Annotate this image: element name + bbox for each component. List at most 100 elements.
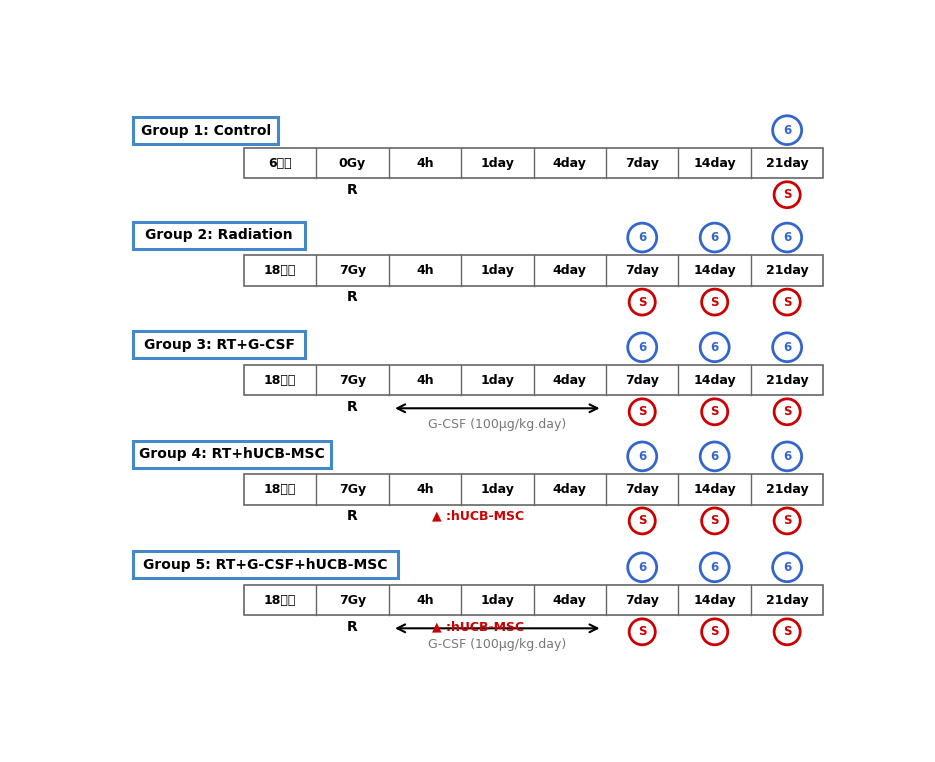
Text: R: R xyxy=(347,509,358,523)
Ellipse shape xyxy=(627,553,656,581)
Text: 4day: 4day xyxy=(553,594,586,607)
Text: 14day: 14day xyxy=(694,594,736,607)
Text: S: S xyxy=(638,626,646,639)
Text: S: S xyxy=(783,188,791,201)
Text: 6마리: 6마리 xyxy=(268,156,292,169)
Ellipse shape xyxy=(627,223,656,252)
Text: 14day: 14day xyxy=(694,483,736,496)
Text: 6: 6 xyxy=(783,231,791,244)
Text: 14day: 14day xyxy=(694,156,736,169)
Text: S: S xyxy=(783,296,791,309)
Ellipse shape xyxy=(701,289,727,315)
Ellipse shape xyxy=(772,333,801,362)
Ellipse shape xyxy=(627,442,656,471)
Ellipse shape xyxy=(700,553,729,581)
Ellipse shape xyxy=(700,223,729,252)
Text: 7Gy: 7Gy xyxy=(338,373,366,386)
Text: 0Gy: 0Gy xyxy=(338,156,366,169)
Text: 1day: 1day xyxy=(481,594,514,607)
Text: 18마리: 18마리 xyxy=(264,594,296,607)
Ellipse shape xyxy=(774,182,800,208)
Text: Group 5: RT+G-CSF+hUCB-MSC: Group 5: RT+G-CSF+hUCB-MSC xyxy=(143,558,388,572)
Ellipse shape xyxy=(629,399,655,424)
Text: 21day: 21day xyxy=(766,373,809,386)
Text: ▲ :hUCB-MSC: ▲ :hUCB-MSC xyxy=(432,510,525,523)
Text: 18마리: 18마리 xyxy=(264,483,296,496)
Text: 6: 6 xyxy=(783,450,791,463)
Text: 6: 6 xyxy=(711,561,719,574)
Ellipse shape xyxy=(629,619,655,645)
Text: S: S xyxy=(638,405,646,418)
Ellipse shape xyxy=(701,508,727,534)
Ellipse shape xyxy=(700,442,729,471)
Text: S: S xyxy=(711,296,719,309)
Text: Group 4: RT+hUCB-MSC: Group 4: RT+hUCB-MSC xyxy=(139,447,325,461)
Text: 7Gy: 7Gy xyxy=(338,264,366,277)
Ellipse shape xyxy=(629,289,655,315)
Ellipse shape xyxy=(701,619,727,645)
Text: 4day: 4day xyxy=(553,156,586,169)
Bar xyxy=(244,365,824,395)
Text: S: S xyxy=(783,626,791,639)
Text: R: R xyxy=(347,620,358,634)
Bar xyxy=(244,585,824,616)
Text: 6: 6 xyxy=(638,450,646,463)
Ellipse shape xyxy=(627,333,656,362)
Text: G-CSF (100μg/kg.day): G-CSF (100μg/kg.day) xyxy=(428,418,567,431)
Text: 21day: 21day xyxy=(766,483,809,496)
Ellipse shape xyxy=(772,442,801,471)
Text: 21day: 21day xyxy=(766,264,809,277)
Ellipse shape xyxy=(774,619,800,645)
Text: S: S xyxy=(783,514,791,527)
Ellipse shape xyxy=(774,289,800,315)
Text: 6: 6 xyxy=(711,450,719,463)
Bar xyxy=(244,148,824,178)
Text: 4h: 4h xyxy=(416,483,434,496)
Text: Group 1: Control: Group 1: Control xyxy=(140,123,271,138)
Text: 6: 6 xyxy=(638,231,646,244)
Text: 21day: 21day xyxy=(766,594,809,607)
Text: 4day: 4day xyxy=(553,483,586,496)
Text: 7Gy: 7Gy xyxy=(338,483,366,496)
Text: ▲ :hUCB-MSC: ▲ :hUCB-MSC xyxy=(432,620,525,634)
FancyBboxPatch shape xyxy=(133,440,331,468)
Text: R: R xyxy=(347,290,358,304)
Bar xyxy=(244,255,824,286)
Bar xyxy=(244,474,824,504)
Text: 7day: 7day xyxy=(626,156,659,169)
FancyBboxPatch shape xyxy=(133,331,306,358)
Text: 6: 6 xyxy=(711,231,719,244)
Text: S: S xyxy=(783,405,791,418)
Text: Group 3: RT+G-CSF: Group 3: RT+G-CSF xyxy=(144,338,295,352)
Ellipse shape xyxy=(700,333,729,362)
Text: S: S xyxy=(638,296,646,309)
Text: 6: 6 xyxy=(783,123,791,136)
Text: 21day: 21day xyxy=(766,156,809,169)
Text: 18마리: 18마리 xyxy=(264,373,296,386)
Text: 6: 6 xyxy=(783,561,791,574)
Text: 4day: 4day xyxy=(553,373,586,386)
Text: R: R xyxy=(347,400,358,414)
Ellipse shape xyxy=(774,508,800,534)
Text: R: R xyxy=(347,183,358,197)
Ellipse shape xyxy=(629,508,655,534)
Ellipse shape xyxy=(772,223,801,252)
Text: 6: 6 xyxy=(638,341,646,354)
Text: S: S xyxy=(711,405,719,418)
FancyBboxPatch shape xyxy=(133,552,398,578)
Text: G-CSF (100μg/kg.day): G-CSF (100μg/kg.day) xyxy=(428,639,567,652)
Ellipse shape xyxy=(701,399,727,424)
Text: S: S xyxy=(711,626,719,639)
Ellipse shape xyxy=(772,116,801,145)
Text: 7day: 7day xyxy=(626,594,659,607)
Ellipse shape xyxy=(772,553,801,581)
Text: 4h: 4h xyxy=(416,156,434,169)
Text: 7day: 7day xyxy=(626,373,659,386)
Text: 7day: 7day xyxy=(626,483,659,496)
Text: 1day: 1day xyxy=(481,264,514,277)
FancyBboxPatch shape xyxy=(133,117,279,144)
Text: 6: 6 xyxy=(638,561,646,574)
Text: 4h: 4h xyxy=(416,373,434,386)
Text: 4h: 4h xyxy=(416,264,434,277)
Text: Group 2: Radiation: Group 2: Radiation xyxy=(145,228,293,242)
